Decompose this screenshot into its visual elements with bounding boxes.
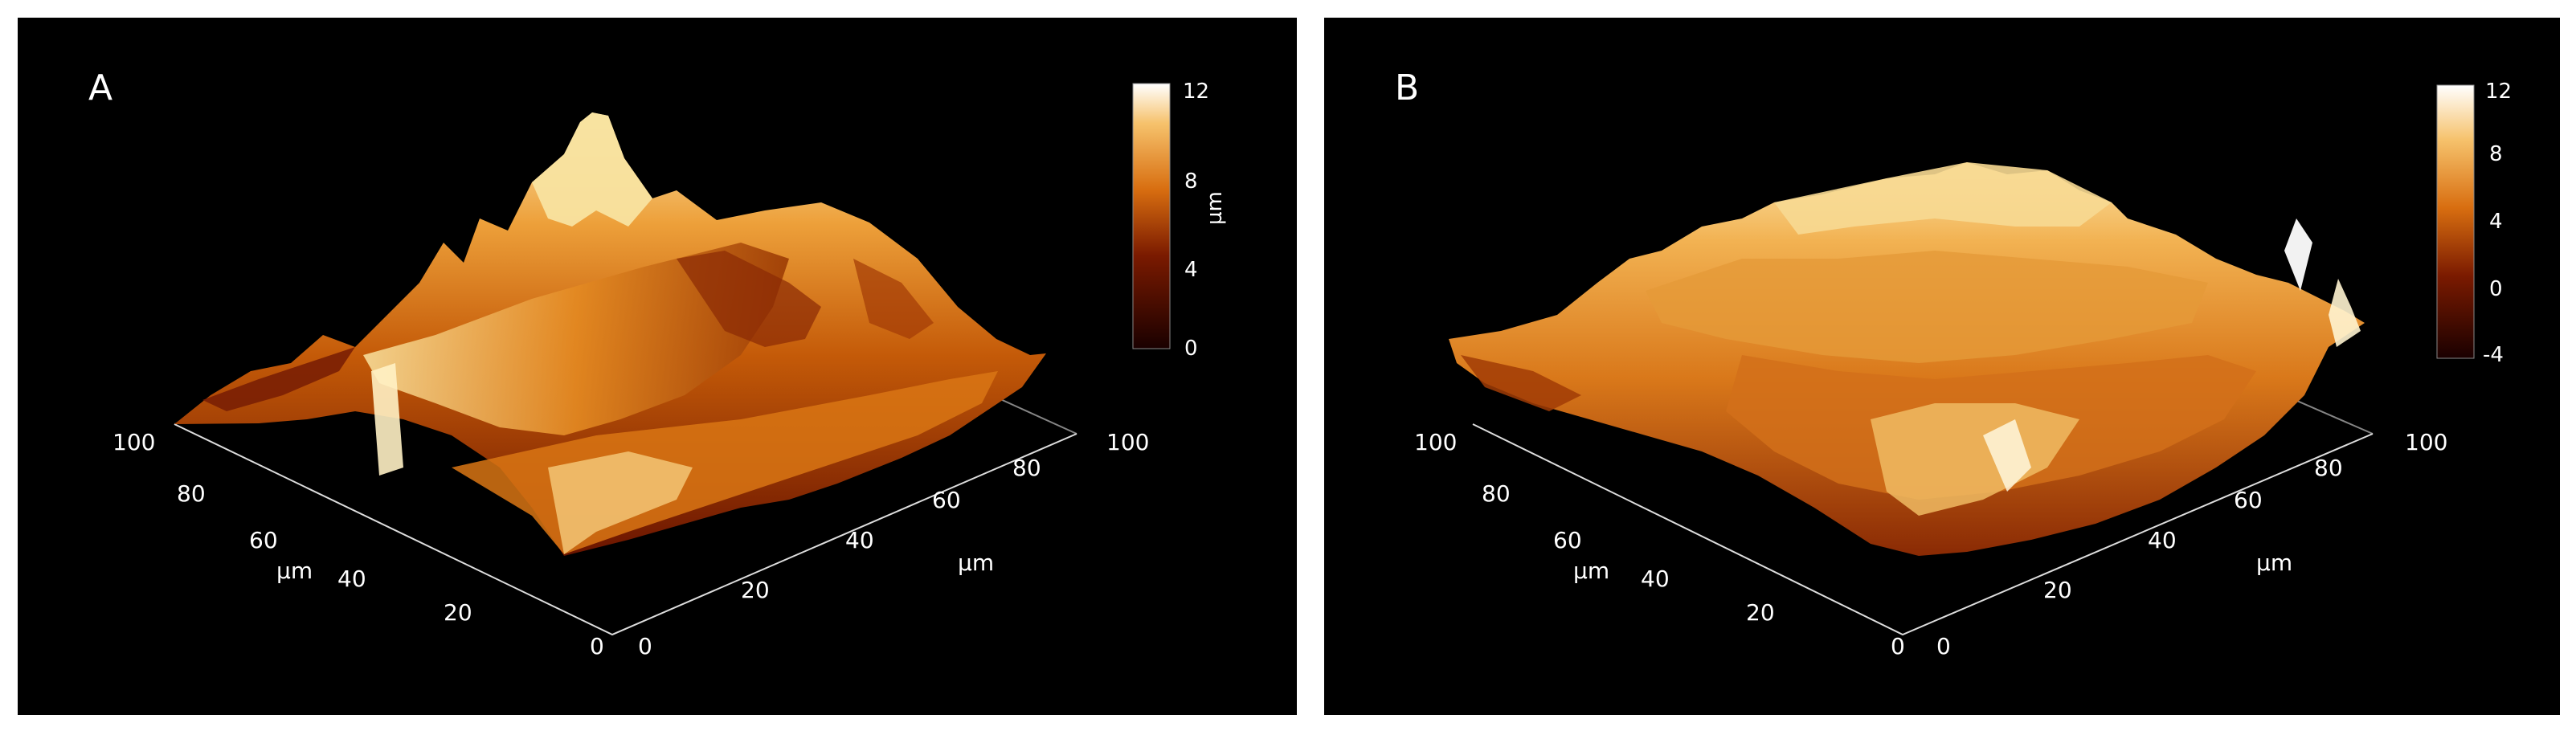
- tick-label: 100: [1106, 429, 1149, 455]
- right-axis-a: 0 20 40 60 80 100 µm: [638, 429, 1149, 659]
- colorbar-tick: 0: [1184, 337, 1198, 361]
- axis-unit-label: µm: [958, 549, 994, 576]
- left-axis-b: 100 80 60 40 20 0 µm: [1414, 429, 1905, 659]
- tick-label: 80: [1482, 480, 1511, 507]
- colorbar-a: 12 8 4 0 µm: [1132, 80, 1227, 361]
- tick-label: 80: [1012, 455, 1041, 481]
- tick-label: 40: [1641, 566, 1670, 592]
- surface-plot-a: 100 80 60 40 20 0 µm 0 20 40 60 80 100 µ…: [112, 80, 1227, 659]
- panel-label-a: A: [88, 67, 113, 108]
- surface-plot-b: 100 80 60 40 20 0 µm 0 20 40 60 80 100 µ…: [1414, 80, 2512, 659]
- colorbar-tick: 12: [2485, 80, 2512, 104]
- colorbar-b: 12 8 4 0 -4: [2436, 80, 2512, 367]
- tick-label: 0: [1936, 633, 1951, 659]
- tick-label: 0: [590, 633, 604, 659]
- tick-label: 0: [1891, 633, 1905, 659]
- colorbar-unit: µm: [1203, 191, 1227, 225]
- panel-label-b: B: [1395, 67, 1420, 108]
- surface-plot-panel-b: B: [1324, 18, 2560, 715]
- tick-label: 20: [1746, 599, 1775, 626]
- colorbar-tick: 12: [1183, 80, 1209, 104]
- colorbar-tick: 0: [2489, 277, 2503, 301]
- surface-plot-panel-a: A: [18, 18, 1297, 715]
- tick-label: 100: [1414, 429, 1457, 455]
- colorbar-tick: 8: [1184, 169, 1198, 194]
- colorbar-tick: 4: [2489, 210, 2503, 234]
- tick-label: 100: [112, 429, 155, 455]
- tick-label: 60: [2234, 487, 2263, 513]
- colorbar-tick: 4: [1184, 258, 1198, 282]
- tick-label: 100: [2405, 429, 2447, 455]
- right-axis-b: 0 20 40 60 80 100 µm: [1936, 429, 2447, 659]
- tick-label: 40: [2148, 527, 2177, 553]
- left-axis-a: 100 80 60 40 20 0 µm: [112, 429, 604, 659]
- tick-label: 80: [2314, 455, 2343, 481]
- tick-label: 80: [177, 480, 206, 507]
- axis-unit-label: µm: [2256, 549, 2292, 576]
- colorbar-tick: -4: [2483, 343, 2504, 367]
- tick-label: 60: [249, 527, 278, 553]
- surface-mesh-a: [174, 112, 1046, 556]
- tick-label: 40: [845, 527, 874, 553]
- tick-label: 40: [337, 566, 366, 592]
- tick-label: 20: [2043, 577, 2072, 603]
- tick-label: 60: [1553, 527, 1582, 553]
- tick-label: 60: [932, 487, 961, 513]
- surface-mesh-b: [1449, 162, 2365, 556]
- axis-unit-label: µm: [1573, 557, 1609, 584]
- axis-unit-label: µm: [276, 557, 313, 584]
- tick-label: 20: [444, 599, 472, 626]
- tick-label: 0: [638, 633, 652, 659]
- tick-label: 20: [741, 577, 770, 603]
- colorbar-tick: 8: [2489, 142, 2503, 166]
